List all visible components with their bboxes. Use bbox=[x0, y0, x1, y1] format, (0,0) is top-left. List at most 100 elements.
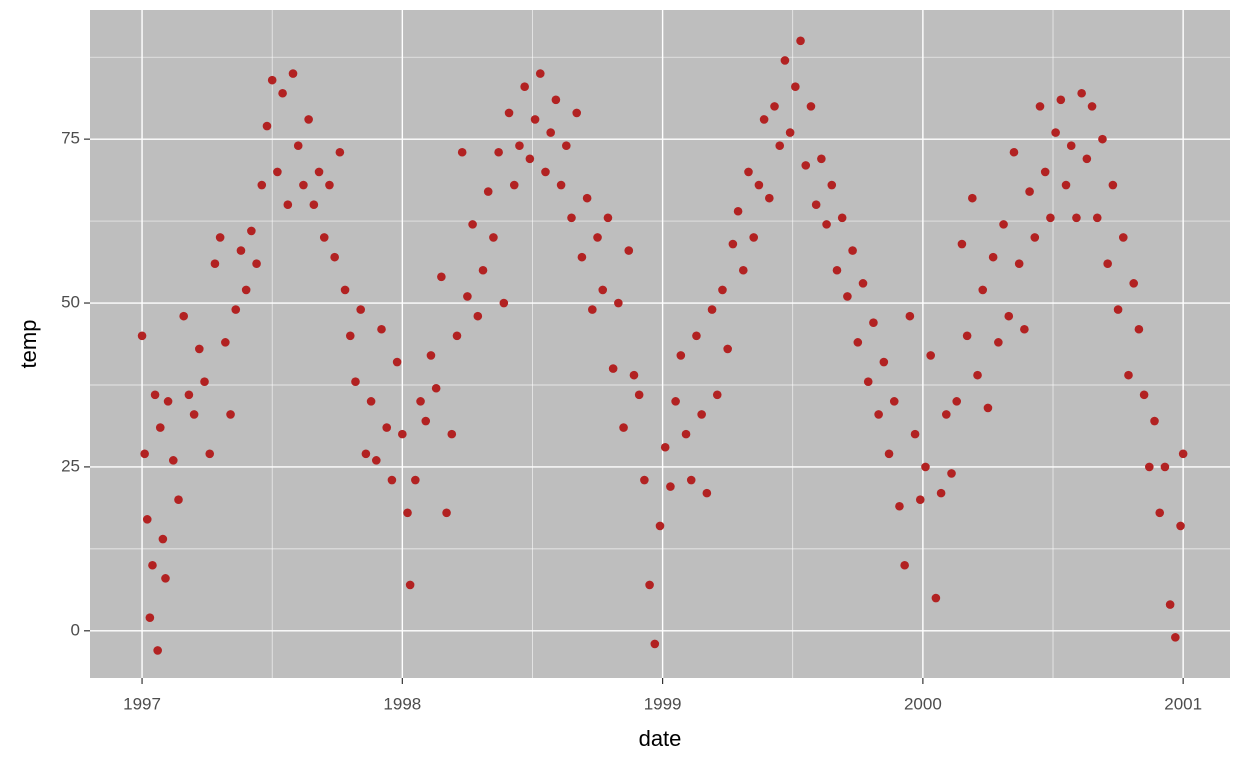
point bbox=[1145, 462, 1154, 472]
point bbox=[377, 324, 386, 334]
point bbox=[1051, 128, 1060, 137]
point bbox=[226, 410, 235, 419]
point bbox=[952, 397, 962, 406]
point bbox=[463, 292, 472, 301]
point bbox=[1150, 416, 1159, 426]
point bbox=[1004, 311, 1014, 321]
point bbox=[161, 574, 170, 583]
point bbox=[744, 167, 753, 177]
point bbox=[718, 285, 727, 295]
point bbox=[356, 305, 365, 314]
point bbox=[1056, 95, 1066, 105]
point bbox=[837, 213, 847, 223]
point bbox=[889, 397, 899, 406]
point bbox=[247, 226, 256, 236]
x-tick-label: 1999 bbox=[644, 694, 682, 713]
point bbox=[983, 403, 993, 413]
point bbox=[915, 495, 925, 504]
point bbox=[1092, 213, 1102, 223]
point bbox=[499, 298, 509, 308]
point bbox=[1077, 88, 1086, 98]
point bbox=[827, 180, 837, 190]
point bbox=[655, 521, 665, 531]
point bbox=[577, 252, 587, 262]
point bbox=[1160, 462, 1170, 472]
point bbox=[361, 449, 371, 459]
point bbox=[629, 370, 639, 380]
point bbox=[299, 180, 308, 190]
point bbox=[278, 88, 287, 98]
point bbox=[195, 344, 204, 354]
point bbox=[702, 488, 712, 498]
point bbox=[546, 128, 555, 137]
point bbox=[530, 115, 540, 124]
point bbox=[759, 115, 769, 124]
point bbox=[728, 239, 738, 249]
point bbox=[252, 259, 261, 268]
point bbox=[869, 318, 878, 327]
point bbox=[293, 141, 303, 150]
point bbox=[351, 377, 360, 386]
point bbox=[775, 141, 785, 150]
point bbox=[1098, 134, 1107, 144]
point bbox=[335, 147, 345, 157]
point bbox=[603, 213, 613, 223]
point bbox=[676, 351, 686, 360]
point bbox=[551, 95, 561, 105]
point bbox=[874, 410, 883, 419]
point bbox=[382, 423, 392, 432]
point bbox=[288, 69, 298, 78]
point bbox=[749, 233, 758, 242]
point bbox=[791, 82, 800, 91]
point bbox=[905, 311, 915, 321]
point bbox=[962, 331, 972, 341]
point bbox=[210, 259, 220, 268]
y-tick-label: 50 bbox=[61, 293, 80, 312]
point bbox=[1139, 390, 1149, 400]
point bbox=[1165, 600, 1175, 609]
point bbox=[1155, 508, 1165, 518]
point bbox=[314, 167, 324, 177]
y-tick-label: 0 bbox=[71, 620, 80, 639]
point bbox=[325, 180, 334, 190]
point bbox=[189, 410, 199, 419]
point bbox=[1040, 167, 1050, 177]
point bbox=[273, 167, 282, 177]
point bbox=[811, 200, 821, 209]
point bbox=[478, 265, 488, 275]
point bbox=[765, 193, 774, 203]
point bbox=[645, 580, 654, 590]
point bbox=[142, 515, 152, 524]
point bbox=[723, 344, 732, 354]
point bbox=[483, 187, 493, 196]
point bbox=[567, 213, 576, 223]
point bbox=[968, 193, 977, 203]
point bbox=[1014, 259, 1024, 268]
y-tick-label: 25 bbox=[61, 456, 80, 475]
point bbox=[504, 108, 514, 118]
point bbox=[398, 429, 407, 439]
point bbox=[509, 180, 519, 190]
point bbox=[832, 265, 842, 275]
point bbox=[236, 246, 246, 255]
x-tick-label: 1998 bbox=[383, 694, 421, 713]
point bbox=[692, 331, 701, 341]
point bbox=[442, 508, 451, 518]
point bbox=[319, 233, 329, 242]
panel bbox=[90, 10, 1230, 678]
point bbox=[1072, 213, 1081, 223]
point bbox=[541, 167, 550, 177]
point bbox=[405, 580, 415, 590]
point bbox=[562, 141, 571, 150]
point bbox=[1103, 259, 1112, 268]
point bbox=[660, 442, 670, 452]
point bbox=[221, 338, 230, 347]
point bbox=[426, 351, 436, 360]
point bbox=[262, 121, 272, 131]
point bbox=[150, 390, 160, 400]
point bbox=[900, 560, 909, 570]
point bbox=[392, 357, 402, 367]
point bbox=[822, 220, 831, 229]
point bbox=[624, 246, 634, 255]
point bbox=[1066, 141, 1076, 150]
